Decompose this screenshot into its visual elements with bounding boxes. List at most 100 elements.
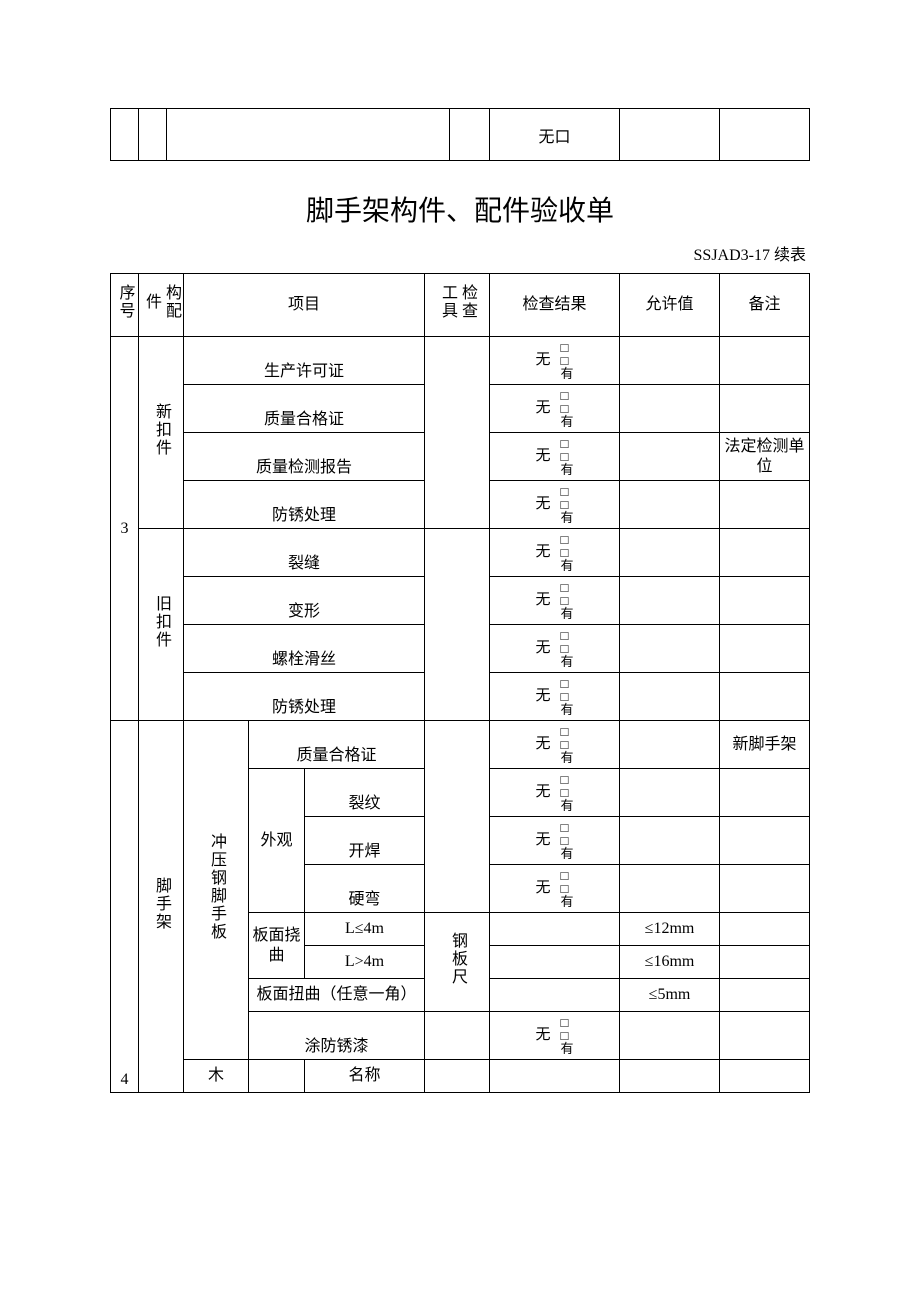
header-component: 构配件 <box>139 274 184 337</box>
remark-cell <box>720 337 810 385</box>
allow-cell: ≤12mm <box>620 913 720 946</box>
item-cell: 名称 <box>305 1060 425 1093</box>
allow-cell: ≤5mm <box>620 979 720 1012</box>
inspection-table: 序号 构配件 项目 检查工具 检查结果 允许值 备注 3 新扣件 生产许可证 无… <box>110 273 810 1093</box>
remark-cell <box>720 385 810 433</box>
allow-cell <box>620 433 720 481</box>
remark-cell <box>720 913 810 946</box>
table-row: 木 名称 <box>111 1060 810 1093</box>
table-row: 4 脚手架 冲压钢脚手板 质量合格证 无□□有 新脚手架 <box>111 721 810 769</box>
item-cell: 质量合格证 <box>184 385 425 433</box>
table-row: 3 新扣件 生产许可证 无□□有 <box>111 337 810 385</box>
tool-cell <box>425 721 490 913</box>
result-cell <box>490 1060 620 1093</box>
item-cell: 质量检测报告 <box>184 433 425 481</box>
item-cell: 防锈处理 <box>184 481 425 529</box>
result-cell: 无□□有 <box>490 625 620 673</box>
tool-cell <box>425 529 490 721</box>
result-cell: 无□□有 <box>490 817 620 865</box>
allow-cell <box>620 769 720 817</box>
frag-cell <box>450 109 490 161</box>
seq-cell: 3 <box>111 337 139 721</box>
tool-cell <box>425 1060 490 1093</box>
result-cell <box>490 913 620 946</box>
remark-cell <box>720 979 810 1012</box>
result-cell <box>490 946 620 979</box>
item-cell: 裂缝 <box>184 529 425 577</box>
frag-cell <box>720 109 810 161</box>
remark-cell <box>720 817 810 865</box>
table-header-row: 序号 构配件 项目 检查工具 检查结果 允许值 备注 <box>111 274 810 337</box>
tool-cell <box>425 1012 490 1060</box>
document-number: SSJAD3-17 续表 <box>110 241 810 265</box>
table-row: 旧扣件 裂缝 无□□有 <box>111 529 810 577</box>
remark-cell <box>720 577 810 625</box>
result-cell: 无□□有 <box>490 433 620 481</box>
tool-cell: 钢板尺 <box>425 913 490 1012</box>
allow-cell <box>620 529 720 577</box>
allow-cell <box>620 1012 720 1060</box>
allow-cell <box>620 385 720 433</box>
remark-cell <box>720 481 810 529</box>
page: 无口 脚手架构件、配件验收单 SSJAD3-17 续表 序号 构配件 项目 检查… <box>0 0 920 1093</box>
remark-cell <box>720 865 810 913</box>
result-cell: 无□□有 <box>490 577 620 625</box>
remark-cell <box>720 529 810 577</box>
top-fragment-table: 无口 <box>110 108 810 161</box>
subcomponent-cell: 木 <box>184 1060 249 1093</box>
allow-cell: ≤16mm <box>620 946 720 979</box>
remark-cell <box>720 1012 810 1060</box>
item-cell: 螺栓滑丝 <box>184 625 425 673</box>
remark-cell <box>720 673 810 721</box>
header-result: 检查结果 <box>490 274 620 337</box>
frag-cell <box>111 109 139 161</box>
item-cell: 开焊 <box>305 817 425 865</box>
page-title: 脚手架构件、配件验收单 <box>110 189 810 229</box>
frag-cell <box>139 109 167 161</box>
appearance-label-cell: 外观 <box>249 769 305 913</box>
allow-cell <box>620 817 720 865</box>
header-tool: 检查工具 <box>425 274 490 337</box>
header-item: 项目 <box>184 274 425 337</box>
blank-cell <box>249 1060 305 1093</box>
result-cell <box>490 979 620 1012</box>
frag-cell <box>620 109 720 161</box>
allow-cell <box>620 337 720 385</box>
result-cell: 无□□有 <box>490 529 620 577</box>
bend-label-cell: 板面挠曲 <box>249 913 305 979</box>
allow-cell <box>620 673 720 721</box>
remark-cell <box>720 1060 810 1093</box>
result-cell: 无□□有 <box>490 769 620 817</box>
item-cell: 板面扭曲（任意一角） <box>249 979 425 1012</box>
item-cell: L>4m <box>305 946 425 979</box>
result-cell: 无□□有 <box>490 385 620 433</box>
component-cell: 新扣件 <box>139 337 184 529</box>
item-cell: 防锈处理 <box>184 673 425 721</box>
result-cell: 无□□有 <box>490 673 620 721</box>
item-cell: 变形 <box>184 577 425 625</box>
result-cell: 无□□有 <box>490 721 620 769</box>
allow-cell <box>620 625 720 673</box>
tool-cell <box>425 337 490 529</box>
allow-cell <box>620 481 720 529</box>
allow-cell <box>620 577 720 625</box>
result-cell: 无□□有 <box>490 865 620 913</box>
frag-result-cell: 无口 <box>490 109 620 161</box>
item-cell: 生产许可证 <box>184 337 425 385</box>
remark-cell: 新脚手架 <box>720 721 810 769</box>
component-cell: 旧扣件 <box>139 529 184 721</box>
subcomponent-cell: 冲压钢脚手板 <box>184 721 249 1060</box>
header-allow: 允许值 <box>620 274 720 337</box>
remark-cell <box>720 625 810 673</box>
item-cell: 质量合格证 <box>249 721 425 769</box>
remark-cell <box>720 769 810 817</box>
result-cell: 无□□有 <box>490 1012 620 1060</box>
result-cell: 无□□有 <box>490 337 620 385</box>
allow-cell <box>620 1060 720 1093</box>
seq-cell: 4 <box>111 721 139 1093</box>
item-cell: 裂纹 <box>305 769 425 817</box>
item-cell: 硬弯 <box>305 865 425 913</box>
component-cell: 脚手架 <box>139 721 184 1093</box>
frag-cell <box>167 109 450 161</box>
remark-cell <box>720 946 810 979</box>
